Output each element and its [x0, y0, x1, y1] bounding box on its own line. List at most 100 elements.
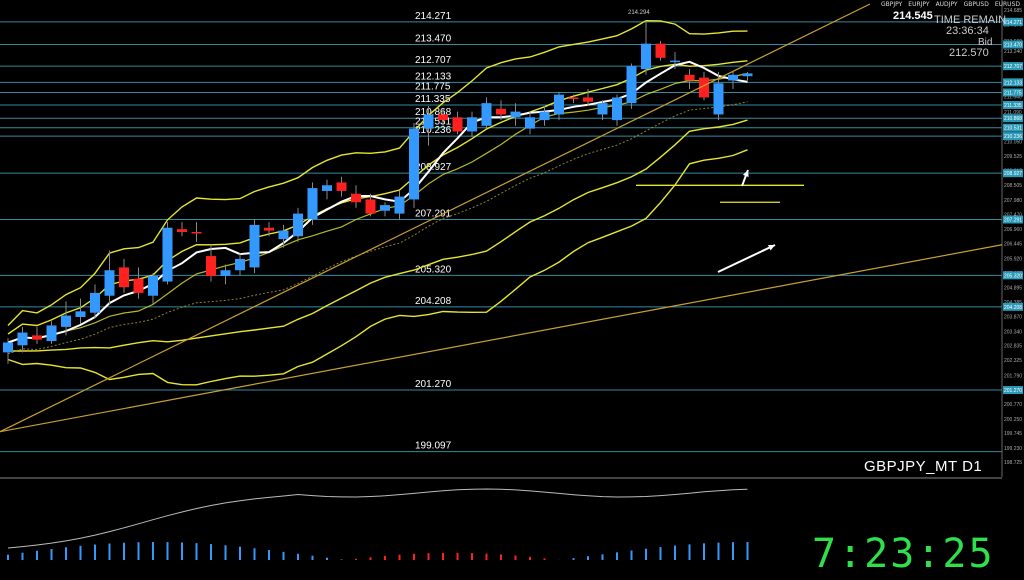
- level-label: 211.775: [415, 82, 451, 93]
- y-tick-label: 214.685: [1004, 8, 1022, 14]
- y-tick-label: 210.050: [1004, 139, 1022, 145]
- arrow-head: [742, 170, 749, 177]
- level-label: 201.270: [415, 379, 452, 390]
- y-tick-label: 207.980: [1004, 198, 1022, 204]
- bull-candle: [423, 114, 434, 129]
- bull-candle: [467, 117, 477, 132]
- arrow-head: [768, 244, 775, 251]
- level-label: 207.291: [415, 209, 452, 220]
- bull-candle: [539, 111, 550, 121]
- upper-band: [7, 60, 748, 335]
- trendline-upper: [0, 3, 871, 433]
- bear-candle: [699, 77, 709, 98]
- y-tick-label: 206.960: [1004, 227, 1022, 233]
- bull-candle: [713, 83, 724, 115]
- y-tick-label: 204.385: [1004, 300, 1022, 306]
- price-badge-label: 201.270: [1004, 388, 1022, 394]
- drawings: 214.294: [0, 3, 1003, 433]
- bull-candle: [510, 111, 521, 118]
- level-label: 210.868: [415, 107, 452, 118]
- price-badge-label: 204.208: [1004, 305, 1022, 311]
- bull-candle: [409, 128, 419, 200]
- level-label: 204.208: [415, 296, 452, 307]
- bull-candle: [322, 185, 332, 191]
- price-badge-label: 214.271: [1004, 20, 1022, 26]
- bear-candle: [206, 256, 216, 276]
- bull-candle: [670, 60, 680, 63]
- bull-candle: [235, 258, 245, 271]
- price-badge: [1003, 40, 1023, 49]
- price-badge-label: 210.236: [1004, 134, 1022, 140]
- price-badge: [1003, 271, 1023, 280]
- price-badge: [1003, 62, 1023, 71]
- bull-candle: [104, 270, 115, 296]
- bear-candle: [684, 74, 695, 81]
- bull-candle: [75, 311, 86, 317]
- bull-candle: [554, 94, 564, 115]
- bear-candle: [191, 232, 202, 234]
- bear-candle: [119, 267, 129, 288]
- tab-gbpusd[interactable]: GBPUSD: [963, 1, 989, 8]
- bear-candle: [438, 114, 448, 121]
- bull-candle: [481, 103, 492, 126]
- price-badge: [1003, 123, 1023, 132]
- ma-slow: [7, 101, 748, 355]
- bull-candle: [46, 325, 57, 342]
- bear-candle: [264, 227, 274, 231]
- level-label: 208.927: [415, 162, 452, 173]
- bear-candle: [336, 182, 347, 191]
- tab-gbpjpy[interactable]: GBPJPY: [880, 1, 903, 8]
- bull-candle: [394, 196, 405, 214]
- price-badge: [1003, 169, 1023, 178]
- y-tick-label: 213.240: [1004, 49, 1022, 55]
- bull-candle: [61, 315, 71, 327]
- lower-band: [7, 149, 748, 386]
- price-axis: 214.685214.175213.600213.240212.650212.1…: [1001, 0, 1023, 477]
- bull-candle: [728, 74, 738, 81]
- bear-candle: [452, 117, 463, 132]
- y-tick-label: 209.525: [1004, 154, 1022, 160]
- candles: [3, 20, 753, 364]
- indicator-overlays: [7, 19, 748, 386]
- bull-candle: [380, 205, 390, 211]
- oscillator-panel: [0, 477, 1002, 560]
- y-tick-label: 211.640: [1004, 94, 1022, 100]
- level-label: 213.470: [415, 34, 452, 45]
- y-tick-label: 207.470: [1004, 212, 1022, 218]
- horizontal-levels: 214.271 213.470 212.707 212.133211.775211.3…: [0, 11, 1002, 453]
- osc-line: [7, 488, 748, 549]
- bull-candle: [249, 224, 260, 268]
- tab-eurjpy[interactable]: EURJPY: [908, 1, 930, 8]
- y-tick-label: 198.725: [1004, 460, 1022, 466]
- clock-display: 7:23:25: [812, 531, 995, 577]
- y-tick-label: 200.250: [1004, 417, 1022, 423]
- bull-candle: [525, 117, 535, 129]
- y-tick-label: 203.340: [1004, 329, 1022, 335]
- ma-fast: [7, 60, 748, 344]
- bull-candle: [612, 97, 622, 121]
- level-label: 214.271: [415, 11, 452, 22]
- tab-audjpy[interactable]: AUDJPY: [935, 1, 958, 8]
- price-badge-label: 211.335: [1004, 103, 1022, 109]
- price-badge: [1003, 302, 1023, 311]
- bear-candle: [32, 335, 42, 340]
- bull-candle: [307, 188, 318, 220]
- price-badge: [1003, 88, 1023, 97]
- price-badge-label: 205.320: [1004, 273, 1022, 279]
- y-tick-label: 211.090: [1004, 110, 1022, 116]
- price-badge-label: 212.707: [1004, 64, 1022, 70]
- bid-value: 212.570: [949, 47, 989, 59]
- bear-candle: [133, 278, 144, 293]
- price-badge: [1003, 215, 1023, 224]
- symbol-timeframe-label: GBPJPY_MT D1: [864, 458, 983, 475]
- price-badge-label: 207.291: [1004, 218, 1022, 224]
- high-annotation: 214.294: [628, 10, 650, 16]
- tab-eurusd[interactable]: EURUSD: [994, 1, 1020, 8]
- y-tick-label: 202.835: [1004, 344, 1022, 350]
- bull-candle: [626, 66, 637, 104]
- level-label: 212.133: [415, 71, 452, 82]
- bull-candle: [220, 270, 231, 276]
- price-badge: [1003, 386, 1023, 395]
- bull-candle: [278, 230, 289, 240]
